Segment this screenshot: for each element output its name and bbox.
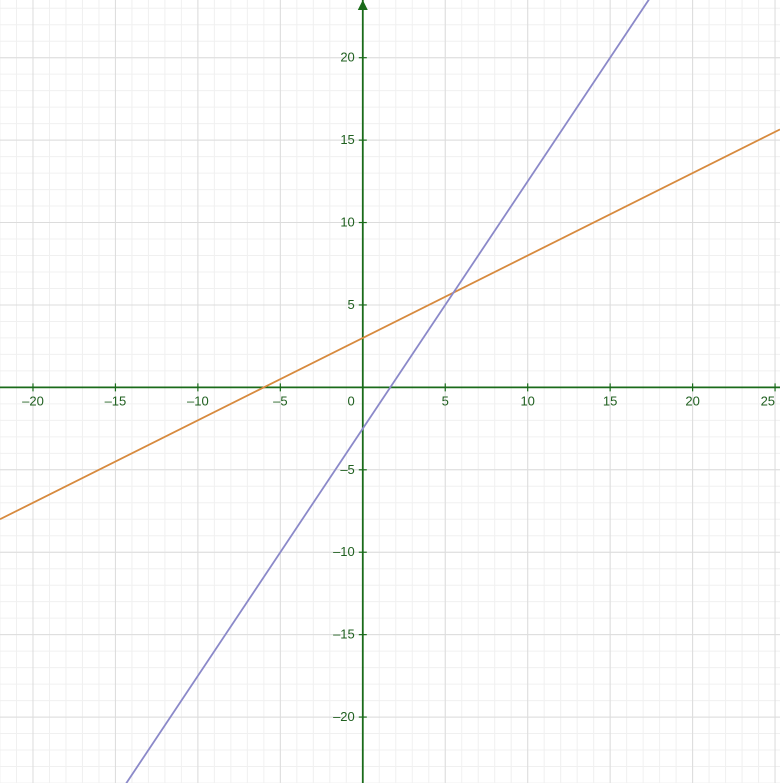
y-tick-label: –10 — [333, 544, 355, 559]
x-tick-label: 10 — [520, 393, 534, 408]
y-tick-label: –15 — [333, 627, 355, 642]
x-tick-label: –15 — [105, 393, 127, 408]
x-tick-label: 25 — [761, 393, 775, 408]
y-tick-label: –5 — [340, 462, 354, 477]
line-chart: –20 –15 –10 –5 5 10 15 20 25 –20 –15 –10 –5 5 10 15 20 0 — [0, 0, 780, 783]
x-tick-label: 20 — [685, 393, 699, 408]
y-tick-label: 5 — [348, 297, 355, 312]
x-tick-label: 15 — [603, 393, 617, 408]
y-tick-label: –20 — [333, 709, 355, 724]
x-tick-label: –5 — [273, 393, 287, 408]
x-tick-label: –20 — [22, 393, 44, 408]
y-tick-label: 20 — [340, 50, 354, 65]
x-tick-label: –10 — [187, 393, 209, 408]
x-tick-label: 5 — [442, 393, 449, 408]
chart-svg: –20 –15 –10 –5 5 10 15 20 25 –20 –15 –10 –5 5 10 15 20 0 — [0, 0, 780, 783]
y-tick-label: 10 — [340, 215, 354, 230]
y-tick-label: 15 — [340, 132, 354, 147]
origin-label: 0 — [348, 393, 355, 408]
